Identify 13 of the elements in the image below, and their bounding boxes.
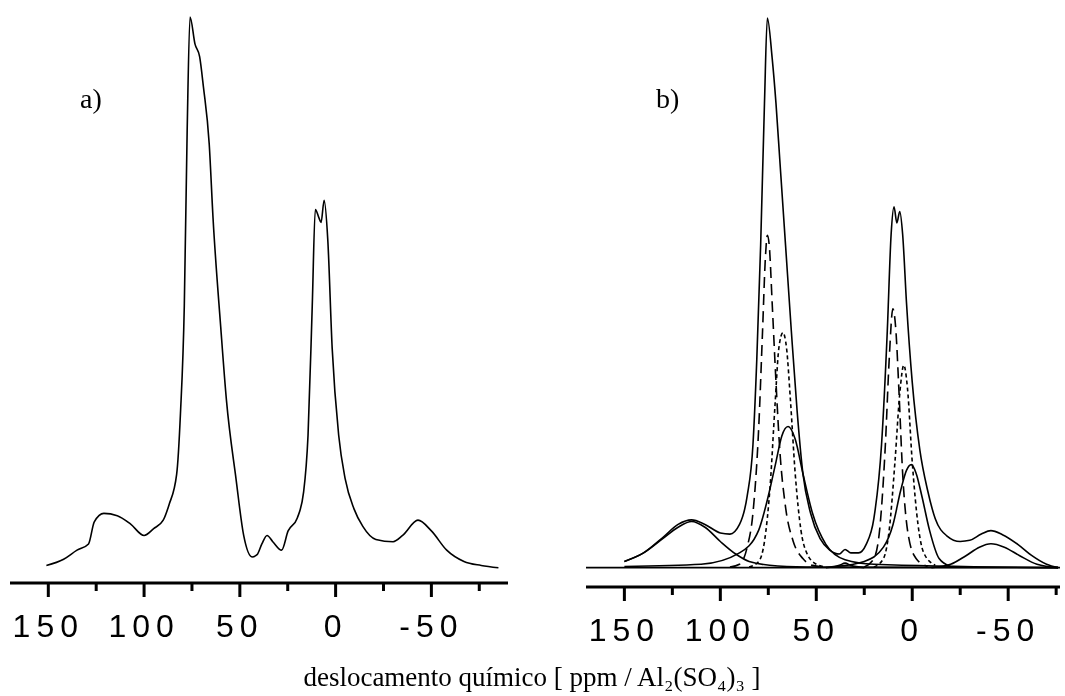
x-tick-label: 50 (792, 612, 841, 648)
x-tick-label: 0 (900, 612, 925, 648)
x-tick-label: 150 (12, 608, 84, 644)
annotation: b) (656, 83, 680, 114)
x-tick-label: 100 (684, 612, 757, 648)
x-axis-title: deslocamento químico [ ppm / Al₂(SO₄)₃ ] (303, 662, 761, 692)
x-tick-label: -50 (399, 608, 464, 644)
x-tick-label: 100 (108, 608, 180, 644)
x-tick-label: 0 (323, 608, 348, 644)
x-tick-label: 50 (216, 608, 264, 644)
annotation: a) (80, 83, 102, 114)
x-tick-label: -50 (976, 612, 1041, 648)
x-tick-label: 150 (588, 612, 661, 648)
